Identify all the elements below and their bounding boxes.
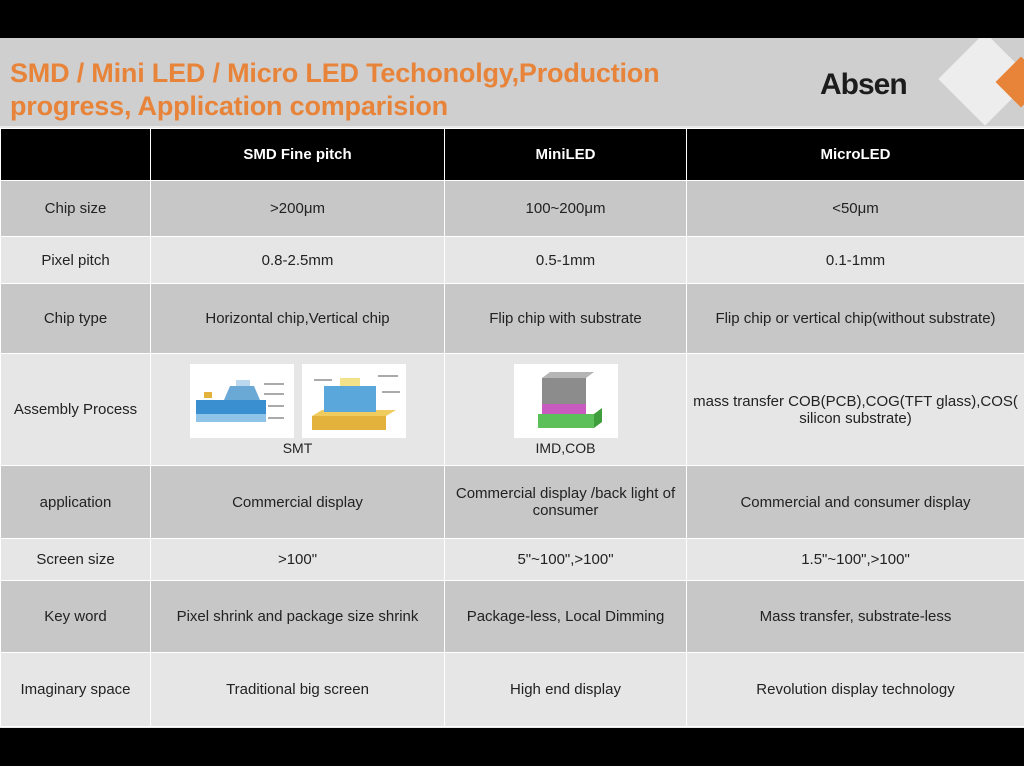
table-row-application: application Commercial display Commercia… xyxy=(0,465,1024,539)
table-header-row: SMD Fine pitch MiniLED MicroLED xyxy=(0,128,1024,181)
imd-package-diagram-icon xyxy=(513,363,618,438)
table-cell: Commercial display /back light of consum… xyxy=(444,465,687,539)
table-row-screen-size: Screen size >100" 5"~100",>100" 1.5"~100… xyxy=(0,538,1024,581)
absen-logo: Absen xyxy=(820,68,908,101)
table-cell: mass transfer COB(PCB),COG(TFT glass),CO… xyxy=(686,353,1024,466)
table-row-pixel-pitch: Pixel pitch 0.8-2.5mm 0.5-1mm 0.1-1mm xyxy=(0,236,1024,284)
table-cell: Commercial and consumer display xyxy=(686,465,1024,539)
table-cell: Commercial display xyxy=(150,465,445,539)
table-cell: 0.5-1mm xyxy=(444,236,687,284)
row-label: Key word xyxy=(0,580,151,653)
table-cell: 0.8-2.5mm xyxy=(150,236,445,284)
header-cell-microled: MicroLED xyxy=(686,128,1024,181)
table-cell: Mass transfer, substrate-less xyxy=(686,580,1024,653)
table-cell: Flip chip with substrate xyxy=(444,283,687,354)
table-cell: Traditional big screen xyxy=(150,652,445,727)
table-cell: Revolution display technology xyxy=(686,652,1024,727)
table-cell: Flip chip or vertical chip(without subst… xyxy=(686,283,1024,354)
slide-title: SMD / Mini LED / Micro LED Techonolgy,Pr… xyxy=(10,58,660,121)
row-label: Imaginary space xyxy=(0,652,151,727)
assembly-label-smt: SMT xyxy=(282,439,313,456)
table-cell: High end display xyxy=(444,652,687,727)
table-row-key-word: Key word Pixel shrink and package size s… xyxy=(0,580,1024,653)
table-row-chip-size: Chip size >200μm 100~200μm <50μm xyxy=(0,180,1024,237)
header-cell-empty xyxy=(0,128,151,181)
row-label: Pixel pitch xyxy=(0,236,151,284)
led-package-diagram-icon xyxy=(301,363,406,438)
table-cell-smt: SMT xyxy=(150,353,445,466)
row-label: Chip type xyxy=(0,283,151,354)
table-cell: <50μm xyxy=(686,180,1024,237)
table-cell: >200μm xyxy=(150,180,445,237)
table-cell: 1.5"~100",>100" xyxy=(686,538,1024,581)
table-cell: Horizontal chip,Vertical chip xyxy=(150,283,445,354)
row-label: Assembly Process xyxy=(0,353,151,466)
table-cell: Pixel shrink and package size shrink xyxy=(150,580,445,653)
table-cell-imd: IMD,COB xyxy=(444,353,687,466)
header-cell-miniled: MiniLED xyxy=(444,128,687,181)
table-row-imaginary-space: Imaginary space Traditional big screen H… xyxy=(0,652,1024,727)
table-cell: 5"~100",>100" xyxy=(444,538,687,581)
led-chip-diagram-icon xyxy=(189,363,294,438)
table-cell: 0.1-1mm xyxy=(686,236,1024,284)
row-label: Chip size xyxy=(0,180,151,237)
header-cell-smd: SMD Fine pitch xyxy=(150,128,445,181)
comparison-table: SMD Fine pitch MiniLED MicroLED Chip siz… xyxy=(0,128,1024,727)
table-row-chip-type: Chip type Horizontal chip,Vertical chip … xyxy=(0,283,1024,354)
slide-header: SMD / Mini LED / Micro LED Techonolgy,Pr… xyxy=(0,38,1024,126)
assembly-label-imd: IMD,COB xyxy=(535,439,596,456)
table-cell: 100~200μm xyxy=(444,180,687,237)
row-label: Screen size xyxy=(0,538,151,581)
table-cell: Package-less, Local Dimming xyxy=(444,580,687,653)
slide: SMD / Mini LED / Micro LED Techonolgy,Pr… xyxy=(0,38,1024,728)
row-label: application xyxy=(0,465,151,539)
table-cell: >100" xyxy=(150,538,445,581)
table-row-assembly-process: Assembly Process xyxy=(0,353,1024,466)
